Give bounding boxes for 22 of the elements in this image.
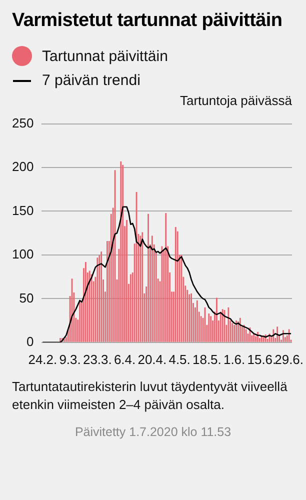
x-tick-label: 23.3. xyxy=(82,352,112,367)
x-tick-label: 1.6. xyxy=(223,352,246,367)
x-tick-label: 20.4. xyxy=(138,352,167,367)
legend-label: Tartunnat päivittäin xyxy=(42,48,168,64)
x-tick-label: 9.3. xyxy=(59,352,81,367)
y-tick-label: 50 xyxy=(19,290,34,306)
y-tick-label: 200 xyxy=(12,159,34,174)
x-tick-label: 15.6. xyxy=(247,352,276,367)
legend-label: 7 päivän trendi xyxy=(42,72,140,89)
x-tick-label: 6.4. xyxy=(114,352,136,367)
y-tick-label: 250 xyxy=(12,115,34,130)
text: Tartuntatautirekisterin luvut täydentyvät viiveellä etenkin viimeisten 2–4 päivän osalta. xyxy=(11,378,288,414)
y-tick-label: 0 xyxy=(26,334,34,349)
x-tick-label: 18.5. xyxy=(192,352,222,367)
y-tick-label: 150 xyxy=(12,202,34,218)
text: Päivitetty 1.7.2020 klo 11.53 xyxy=(74,424,232,440)
x-tick-label: 29.6. xyxy=(274,352,304,367)
x-tick-label: 4.5. xyxy=(168,352,190,367)
chart-title: Varmistetut tartunnat päivittäin xyxy=(11,10,284,32)
y-axis-title: Tartuntoja päivässä xyxy=(178,92,293,108)
y-tick-label: 100 xyxy=(12,246,34,262)
x-tick-label: 24.2. xyxy=(28,352,58,367)
